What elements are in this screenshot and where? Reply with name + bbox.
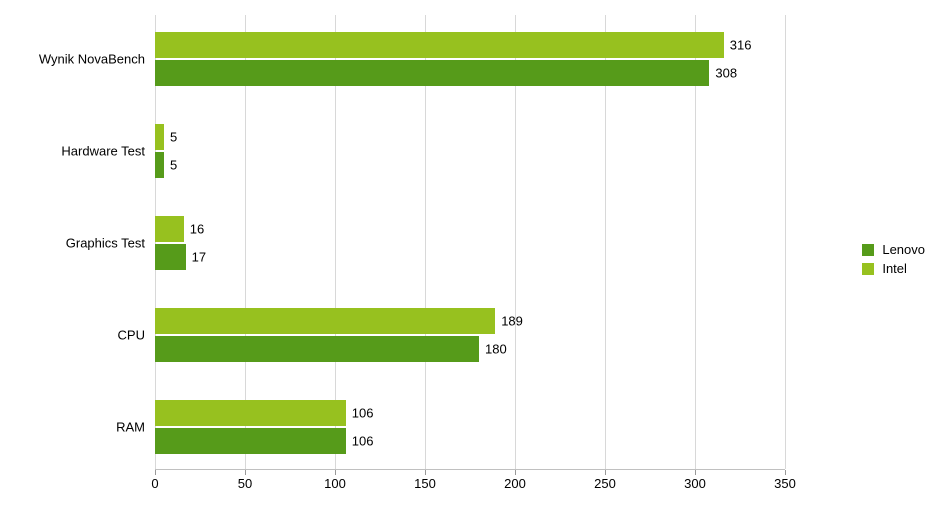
bar-intel (155, 124, 164, 150)
x-axis-label: 50 (238, 476, 252, 491)
legend: Lenovo Intel (862, 238, 925, 280)
x-axis-label: 200 (504, 476, 526, 491)
legend-label: Lenovo (882, 242, 925, 257)
legend-label: Intel (882, 261, 907, 276)
bar-lenovo (155, 428, 346, 454)
x-axis-label: 300 (684, 476, 706, 491)
bar-value-label: 5 (170, 129, 177, 144)
y-axis-label: RAM (116, 419, 145, 434)
y-axis-label: CPU (118, 327, 145, 342)
bar-value-label: 106 (352, 405, 374, 420)
bar-lenovo (155, 336, 479, 362)
bar-lenovo (155, 60, 709, 86)
bar-value-label: 5 (170, 157, 177, 172)
x-axis-label: 350 (774, 476, 796, 491)
x-axis-label: 0 (151, 476, 158, 491)
bar-value-label: 180 (485, 341, 507, 356)
y-axis-label: Hardware Test (61, 143, 145, 158)
bar-value-label: 189 (501, 313, 523, 328)
bar-lenovo (155, 244, 186, 270)
x-axis-label: 250 (594, 476, 616, 491)
bar-value-label: 16 (190, 221, 204, 236)
bar-lenovo (155, 152, 164, 178)
x-tick (785, 470, 786, 475)
legend-item-intel: Intel (862, 261, 925, 276)
plot-area: 316 308 5 5 16 17 189 180 106 106 (155, 15, 785, 470)
y-axis-label: Wynik NovaBench (39, 51, 145, 66)
legend-swatch (862, 263, 874, 275)
bar-value-label: 308 (715, 65, 737, 80)
x-tick (515, 470, 516, 475)
x-tick (425, 470, 426, 475)
y-axis-label: Graphics Test (66, 235, 145, 250)
benchmark-bar-chart: 316 308 5 5 16 17 189 180 106 106 Lenovo Intel 0 50… (0, 0, 945, 518)
x-axis-label: 100 (324, 476, 346, 491)
gridline (785, 15, 786, 469)
bar-value-label: 106 (352, 433, 374, 448)
bar-intel (155, 216, 184, 242)
legend-item-lenovo: Lenovo (862, 242, 925, 257)
x-tick (695, 470, 696, 475)
bar-intel (155, 308, 495, 334)
x-tick (245, 470, 246, 475)
legend-swatch (862, 244, 874, 256)
bar-intel (155, 32, 724, 58)
x-tick (335, 470, 336, 475)
bar-value-label: 316 (730, 37, 752, 52)
bar-value-label: 17 (192, 249, 206, 264)
x-tick (155, 470, 156, 475)
bar-intel (155, 400, 346, 426)
x-tick (605, 470, 606, 475)
x-axis-label: 150 (414, 476, 436, 491)
